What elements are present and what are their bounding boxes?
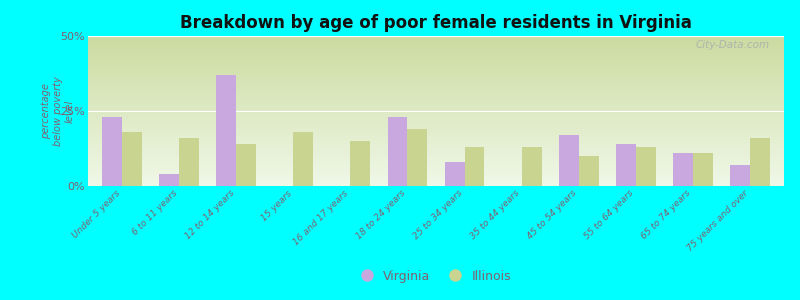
- Bar: [673, 153, 693, 186]
- Bar: [159, 174, 179, 186]
- Bar: [122, 132, 142, 186]
- Bar: [558, 135, 578, 186]
- Text: City-Data.com: City-Data.com: [696, 40, 770, 50]
- Bar: [407, 129, 427, 186]
- Bar: [236, 144, 256, 186]
- Bar: [750, 138, 770, 186]
- Bar: [350, 141, 370, 186]
- Bar: [216, 75, 236, 186]
- Bar: [102, 117, 122, 186]
- Bar: [693, 153, 713, 186]
- Bar: [179, 138, 199, 186]
- Bar: [578, 156, 598, 186]
- Bar: [387, 117, 407, 186]
- Y-axis label: percentage
below poverty
level: percentage below poverty level: [41, 76, 74, 146]
- Bar: [616, 144, 636, 186]
- Bar: [636, 147, 656, 186]
- Bar: [522, 147, 542, 186]
- Bar: [445, 162, 465, 186]
- Title: Breakdown by age of poor female residents in Virginia: Breakdown by age of poor female resident…: [180, 14, 692, 32]
- Bar: [465, 147, 485, 186]
- Bar: [730, 165, 750, 186]
- Legend: Virginia, Illinois: Virginia, Illinois: [356, 265, 516, 288]
- Bar: [294, 132, 314, 186]
